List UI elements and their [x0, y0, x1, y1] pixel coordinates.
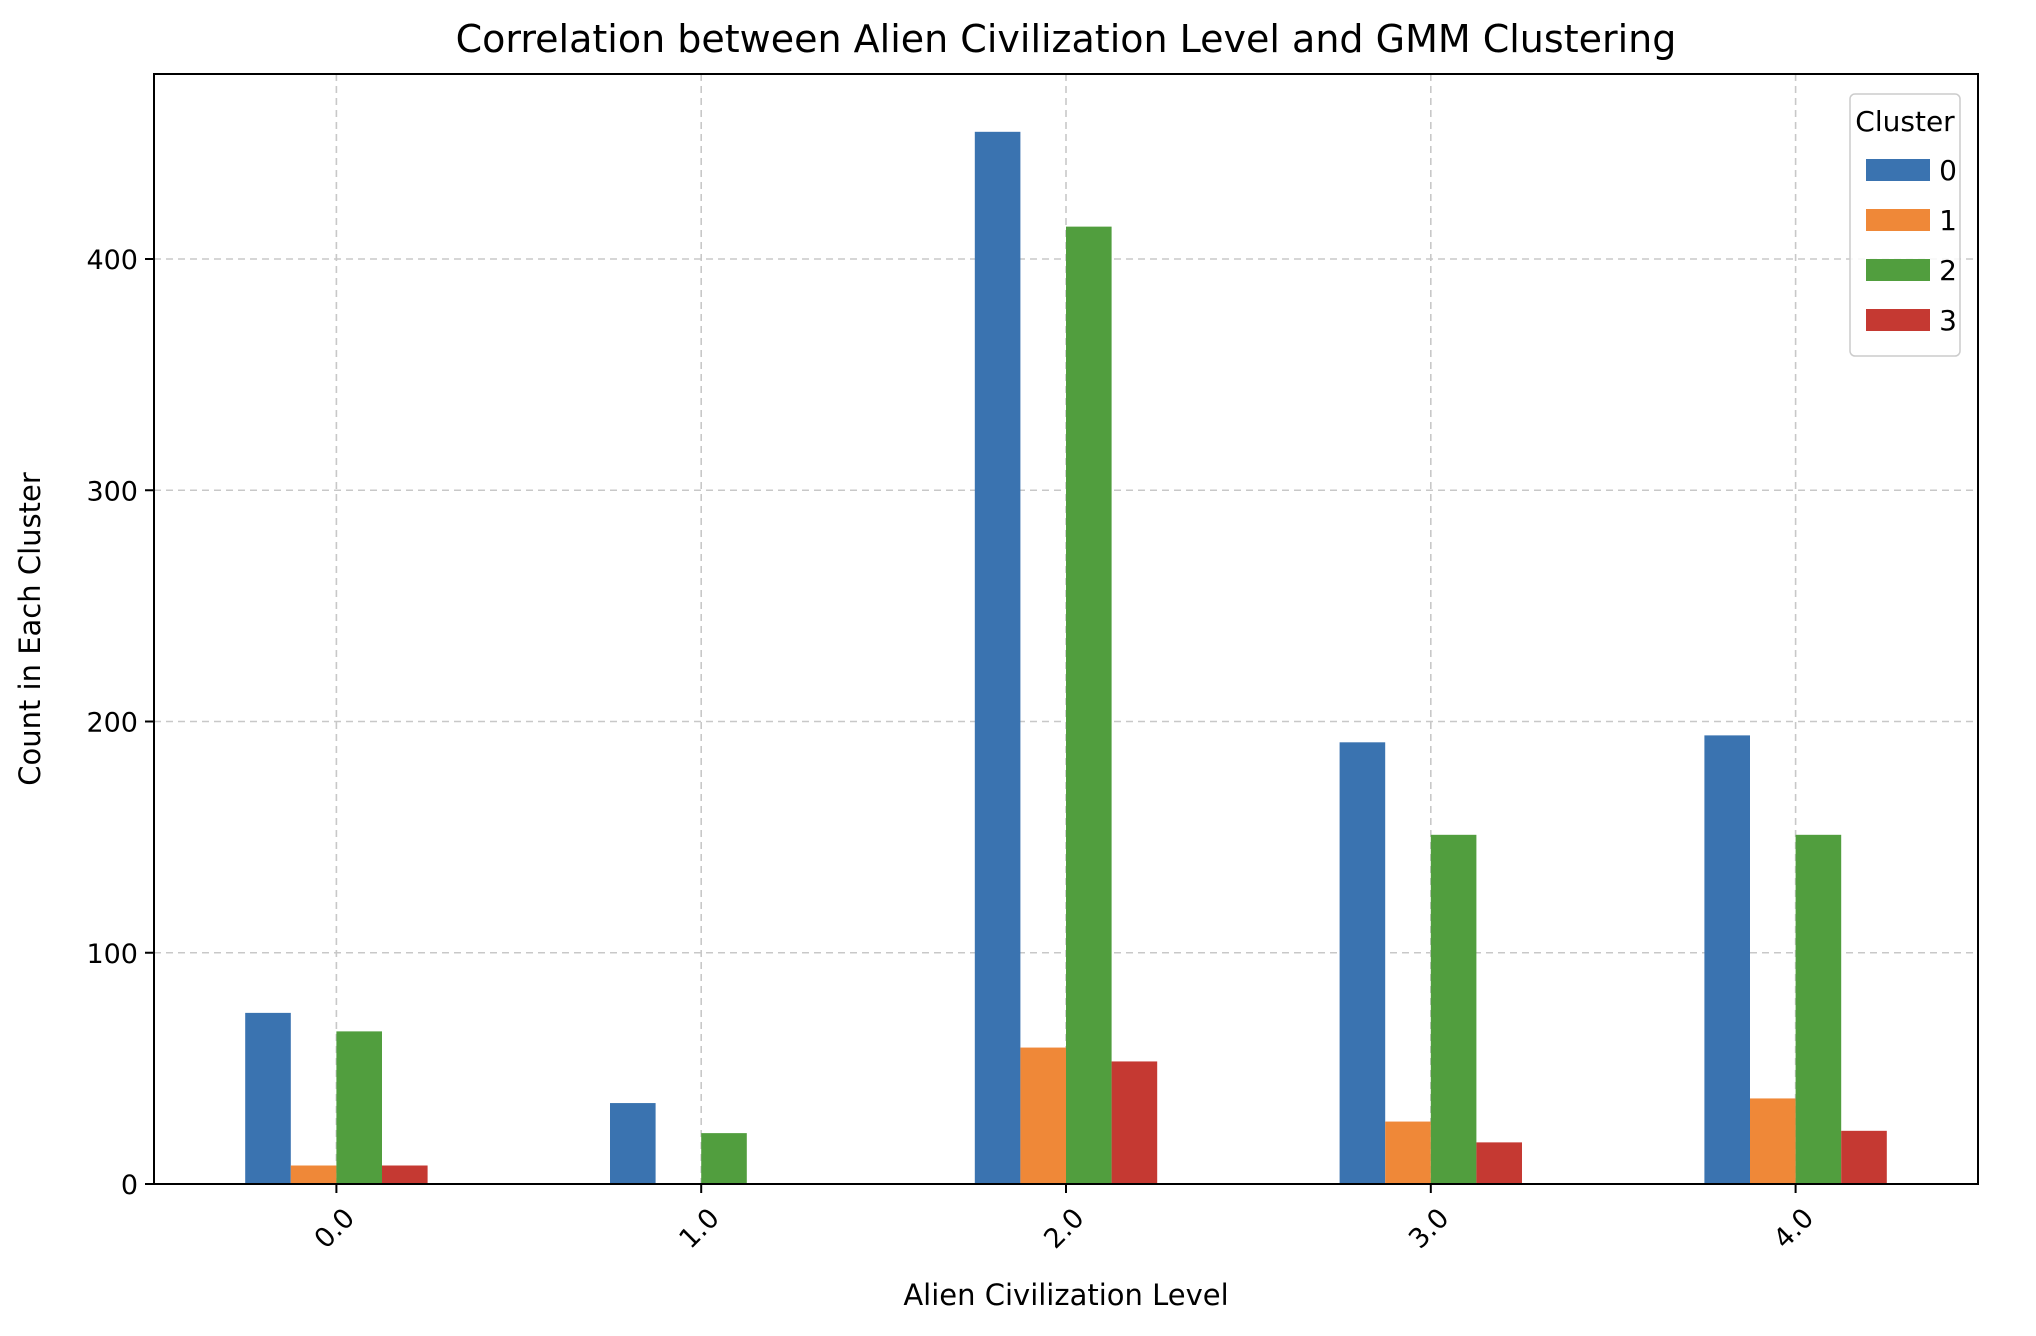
bar-cluster-3-level-3.0: [1476, 1142, 1522, 1184]
bar-cluster-1-level-2.0: [1020, 1047, 1066, 1184]
y-tick-label-3: 300: [86, 476, 138, 507]
legend: Cluster 0 1 2 3: [1849, 93, 1961, 357]
ticks-layer: 0 100 200 300 400 0.0 1.0 2.0 3.0 4.0: [86, 245, 1820, 1255]
bar-cluster-3-level-2.0: [1111, 1061, 1158, 1184]
bar-cluster-0-level-1.0: [610, 1103, 656, 1184]
legend-swatch-3: [1866, 309, 1930, 331]
y-tick-label-1: 100: [86, 939, 138, 970]
bar-cluster-0-level-0.0: [245, 1012, 291, 1184]
x-tick-label-0: 0.0: [309, 1203, 361, 1255]
bar-cluster-3-level-4.0: [1841, 1130, 1887, 1184]
legend-swatch-0: [1866, 159, 1930, 181]
bar-cluster-1-level-0.0: [290, 1165, 337, 1184]
x-tick-label-4: 4.0: [1768, 1203, 1820, 1255]
bar-cluster-2-level-2.0: [1066, 226, 1112, 1184]
bar-cluster-3-level-0.0: [382, 1165, 428, 1184]
bar-cluster-2-level-3.0: [1430, 834, 1477, 1184]
legend-label-2: 2: [1939, 254, 1957, 287]
bars-layer: [245, 131, 1887, 1184]
bar-cluster-0-level-4.0: [1704, 735, 1750, 1184]
legend-entries: 0 1 2 3: [1866, 154, 1957, 337]
bar-cluster-2-level-0.0: [336, 1031, 382, 1184]
chart-title: Correlation between Alien Civilization L…: [456, 17, 1677, 61]
legend-label-0: 0: [1939, 154, 1957, 187]
legend-swatch-2: [1866, 259, 1930, 281]
y-axis-label: Count in Each Cluster: [13, 472, 47, 786]
y-tick-label-2: 200: [86, 708, 138, 739]
bar-cluster-0-level-3.0: [1339, 742, 1386, 1184]
legend-label-3: 3: [1939, 304, 1957, 337]
x-axis-label: Alien Civilization Level: [903, 1278, 1228, 1312]
legend-swatch-1: [1866, 209, 1930, 231]
x-tick-label-1: 1.0: [673, 1203, 725, 1255]
x-tick-label-3: 3.0: [1403, 1203, 1455, 1255]
bar-cluster-2-level-1.0: [701, 1133, 747, 1184]
bar-cluster-2-level-4.0: [1795, 834, 1842, 1184]
bar-cluster-1-level-4.0: [1750, 1098, 1796, 1184]
x-tick-label-2: 2.0: [1038, 1203, 1090, 1255]
legend-title: Cluster: [1855, 105, 1955, 138]
bar-cluster-1-level-3.0: [1385, 1121, 1431, 1184]
y-tick-label-4: 400: [86, 245, 138, 276]
bar-cluster-0-level-2.0: [974, 131, 1021, 1184]
legend-label-1: 1: [1939, 204, 1957, 237]
y-tick-label-0: 0: [121, 1170, 138, 1201]
